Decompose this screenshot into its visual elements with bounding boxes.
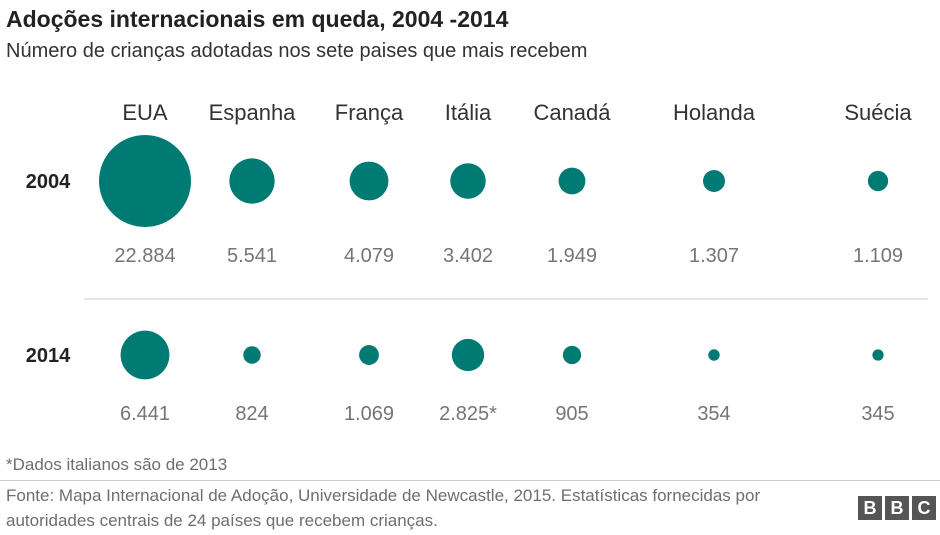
category-label: EUA bbox=[122, 100, 168, 125]
value-label: 1.307 bbox=[689, 245, 739, 267]
bubble bbox=[558, 167, 586, 195]
value-label: 5.541 bbox=[227, 245, 277, 267]
bubble bbox=[450, 163, 486, 199]
category-label: França bbox=[335, 100, 404, 125]
chart-subtitle: Número de crianças adotadas nos sete pai… bbox=[6, 40, 588, 62]
category-label: Suécia bbox=[844, 100, 912, 125]
bubble bbox=[703, 170, 725, 192]
bbc-logo: B B C bbox=[858, 496, 936, 520]
category-label: Espanha bbox=[209, 100, 297, 125]
value-label: 1.109 bbox=[853, 245, 903, 267]
value-label: 1.949 bbox=[547, 245, 597, 267]
bubble bbox=[99, 135, 191, 227]
category-label: Holanda bbox=[673, 100, 756, 125]
bubble bbox=[349, 161, 389, 201]
bbc-logo-letter-3: C bbox=[912, 496, 936, 520]
value-label: 4.079 bbox=[344, 245, 394, 267]
value-label: 1.069 bbox=[344, 403, 394, 425]
chart-title: Adoções internacionais em queda, 2004 -2… bbox=[6, 6, 509, 32]
bubble bbox=[120, 330, 170, 380]
bubble bbox=[867, 170, 889, 192]
value-label: 6.441 bbox=[120, 403, 170, 425]
bubble-chart: EUA Espanha França Itália Canadá Holanda Suéci… bbox=[26, 100, 928, 425]
value-label: 3.402 bbox=[443, 245, 493, 267]
footnote: *Dados italianos são de 2013 bbox=[6, 455, 228, 474]
bbc-logo-letter-1: B bbox=[858, 496, 882, 520]
bubble bbox=[562, 345, 582, 365]
bubble bbox=[708, 349, 720, 361]
bubble bbox=[451, 338, 485, 372]
value-label: 22.884 bbox=[114, 245, 175, 267]
year-label: 2004 bbox=[26, 171, 71, 193]
bubble bbox=[872, 349, 884, 361]
bubble bbox=[243, 346, 261, 364]
year-label: 2014 bbox=[26, 345, 71, 367]
value-label: 824 bbox=[235, 403, 268, 425]
bbc-logo-letter-2: B bbox=[885, 496, 909, 520]
bubble bbox=[359, 345, 379, 365]
category-label: Canadá bbox=[533, 100, 611, 125]
bubble bbox=[229, 158, 275, 204]
source-divider bbox=[0, 480, 940, 481]
value-label: 2.825* bbox=[439, 403, 497, 425]
value-label: 905 bbox=[555, 403, 588, 425]
source-text: Fonte: Mapa Internacional de Adoção, Uni… bbox=[6, 486, 761, 530]
value-label: 345 bbox=[861, 403, 894, 425]
category-label: Itália bbox=[445, 100, 492, 125]
value-label: 354 bbox=[697, 403, 730, 425]
